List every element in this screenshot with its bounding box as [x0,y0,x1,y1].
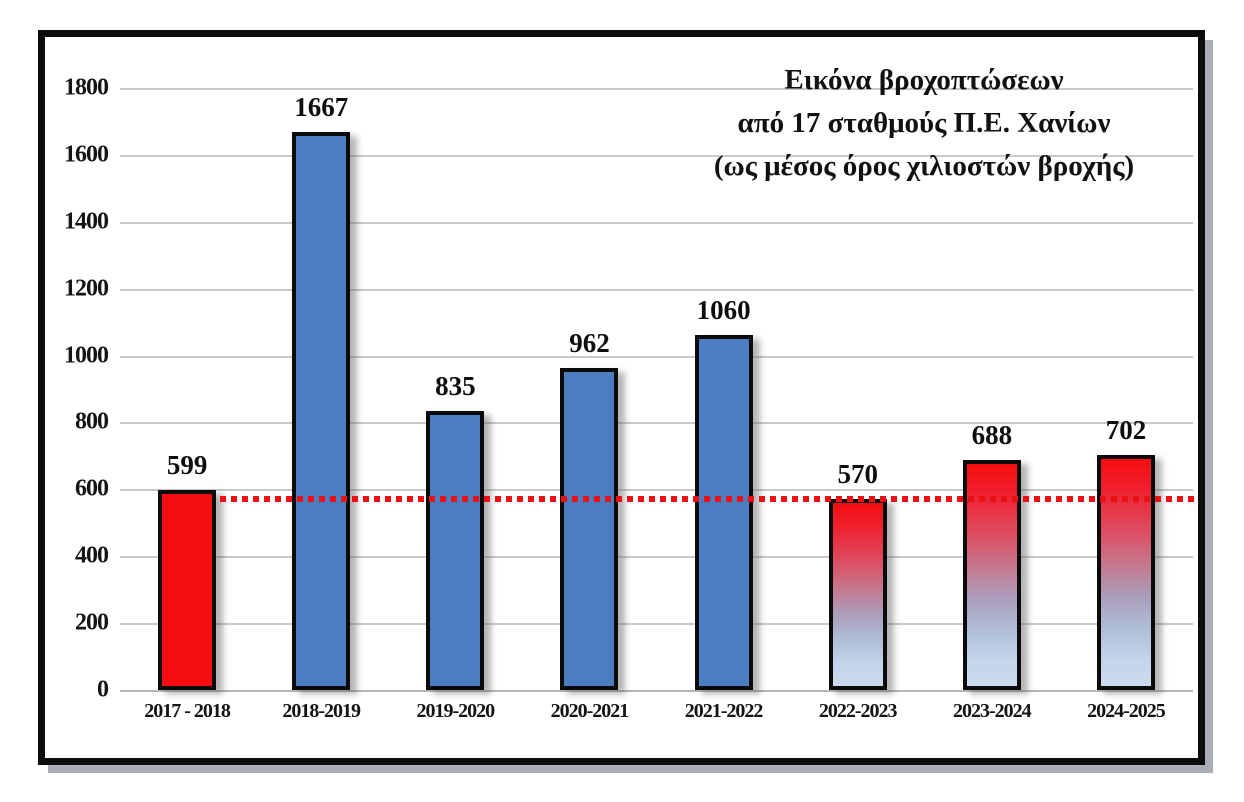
x-tick-label: 2022-2023 [818,700,898,722]
bar-value-label: 962 [569,328,610,358]
bar [158,490,217,690]
y-tick-label: 600 [75,475,109,502]
x-tick-label: 2019-2020 [416,700,495,722]
y-tick-label: 400 [75,542,109,569]
bar [962,460,1021,690]
bar [1096,455,1155,690]
x-tick-label: 2017 - 2018 [144,700,231,722]
gridline [120,288,1193,291]
y-tick-label: 800 [75,408,109,435]
chart-title-line-2: από 17 σταθμούς Π.Ε. Χανίων [737,107,1111,139]
bar-value-label: 688 [971,420,1013,450]
gridline [120,88,1193,90]
y-tick-label: 200 [75,609,109,636]
gridline [120,623,1193,626]
bar-value-label: 702 [1105,415,1147,445]
gridline [120,422,1193,425]
x-tick-label: 2023-2024 [952,700,1032,722]
gridline [120,221,1193,224]
bar [560,368,619,690]
plot-area: 0 200 400 600 800 1000 1200 1400 1600 1800 599 2017… [64,75,1197,722]
bar [426,411,485,690]
x-tick-label: 2021-2022 [684,700,764,722]
gridline [120,489,1193,492]
chart-title: Εικόνα βροχοπτώσεων από 17 σταθμούς Π.Ε.… [654,59,1194,188]
y-tick-label: 1000 [64,342,109,369]
reference-line [220,496,1197,503]
x-tick-label: 2018-2019 [282,700,361,722]
bar-value-label: 1667 [294,92,349,122]
y-tick-label: 1600 [64,141,109,168]
gridline [120,556,1193,559]
y-tick-label: 1200 [64,275,109,302]
bar-value-label: 1060 [696,295,751,325]
chart-title-line-1: Εικόνα βροχοπτώσεων [784,64,1064,96]
chart-frame: Εικόνα βροχοπτώσεων από 17 σταθμούς Π.Ε.… [38,30,1205,765]
bar [292,132,351,690]
x-tick-label: 2024-2025 [1087,700,1166,722]
bar [694,335,753,690]
bar-value-label: 835 [435,371,476,401]
chart-title-line-3: (ως μέσος όρος χιλιοστών βροχής) [713,150,1135,182]
gridline [120,690,1193,692]
gridline [120,355,1193,358]
gridline [120,154,1193,157]
y-tick-label: 0 [97,676,109,703]
bar-value-label: 570 [837,459,878,489]
y-tick-label: 1400 [64,208,109,235]
bar [828,499,887,690]
x-tick-label: 2020-2021 [550,700,630,722]
y-tick-label: 1800 [64,74,109,101]
bar-value-label: 599 [166,450,208,480]
